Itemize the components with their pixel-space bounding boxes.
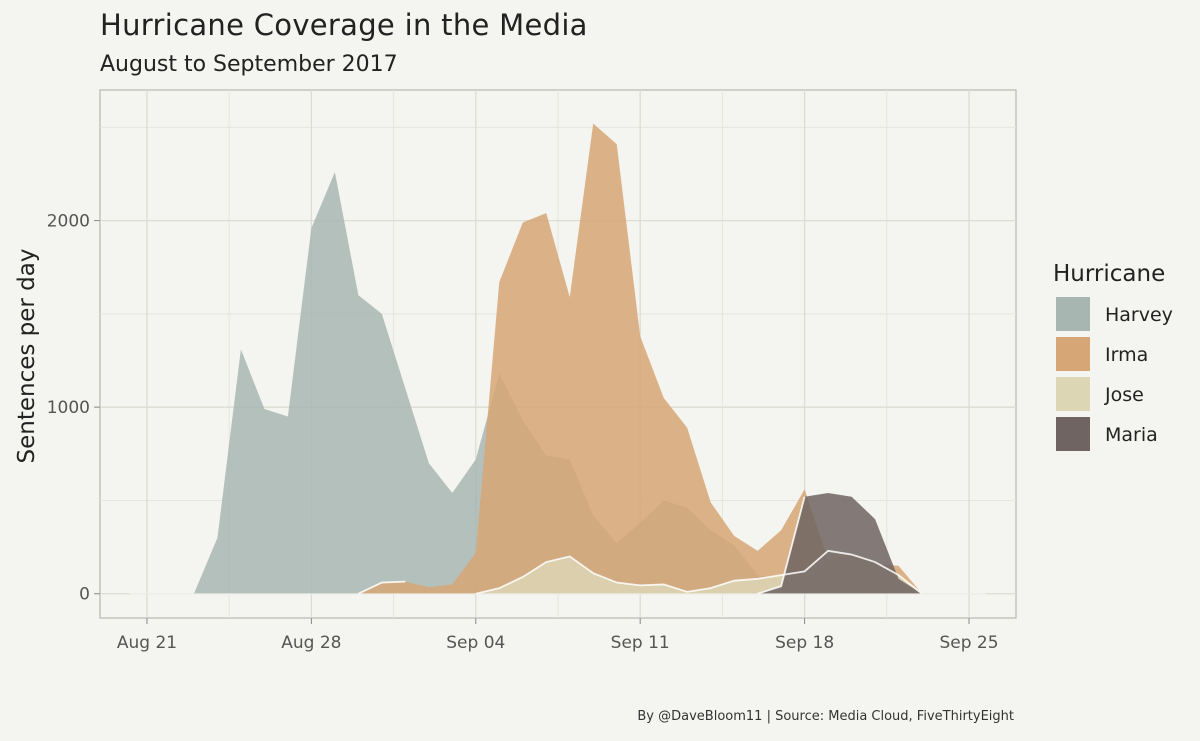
legend-label-maria: Maria xyxy=(1105,424,1158,446)
y-tick-label: 2000 xyxy=(47,212,90,232)
legend-label-jose: Jose xyxy=(1104,384,1144,406)
legend-title: Hurricane xyxy=(1053,261,1165,287)
x-tick-label: Aug 21 xyxy=(117,633,177,653)
legend-swatch-harvey xyxy=(1056,297,1090,331)
x-tick-label: Sep 04 xyxy=(446,633,505,653)
chart-subtitle: August to September 2017 xyxy=(100,52,398,77)
x-axis: Aug 21 Aug 28 Sep 04 Sep 11 Sep 18 Sep 25 xyxy=(117,618,999,653)
area-maria xyxy=(193,492,923,594)
source-caption: By @DaveBloom11 | Source: Media Cloud, F… xyxy=(637,709,1014,724)
y-tick-label: 0 xyxy=(79,585,90,605)
area-harvey xyxy=(193,172,923,594)
y-axis-title: Sentences per day xyxy=(14,249,40,464)
area-irma xyxy=(193,123,923,594)
outline-irma xyxy=(357,580,406,595)
legend-swatch-maria xyxy=(1056,417,1090,451)
outline-jose xyxy=(475,549,923,595)
y-tick-label: 1000 xyxy=(47,398,90,418)
x-tick-label: Aug 28 xyxy=(281,633,341,653)
legend-swatch-irma xyxy=(1056,337,1090,371)
legend-label-irma: Irma xyxy=(1105,344,1148,366)
chart-title: Hurricane Coverage in the Media xyxy=(100,8,588,42)
x-tick-label: Sep 25 xyxy=(939,633,998,653)
legend-label-harvey: Harvey xyxy=(1105,304,1173,326)
x-tick-label: Sep 11 xyxy=(611,633,670,653)
x-tick-label: Sep 18 xyxy=(775,633,834,653)
area-jose xyxy=(193,550,923,594)
legend-swatch-jose xyxy=(1056,377,1090,411)
y-axis: 0 1000 2000 xyxy=(47,212,100,605)
area-series xyxy=(130,123,986,595)
legend: Hurricane Harvey Irma Jose Maria xyxy=(1053,261,1173,451)
outline-maria xyxy=(757,496,806,595)
